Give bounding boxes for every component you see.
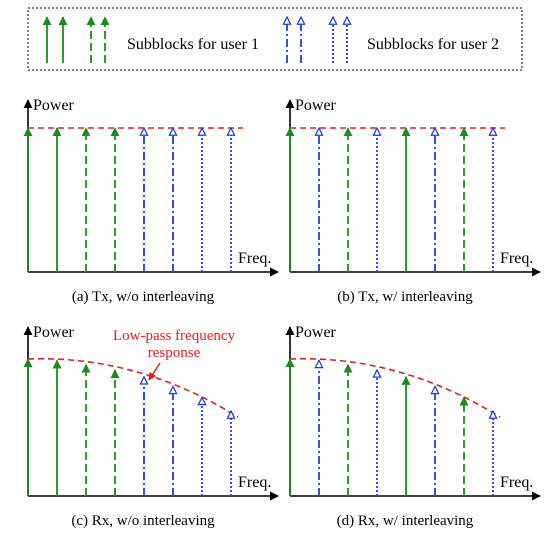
x-axis-label: Freq. xyxy=(238,250,271,267)
legend-icons xyxy=(42,16,347,63)
panel-caption: (c) Rx, w/o interleaving xyxy=(71,513,215,529)
panel-caption: (b) Tx, w/ interleaving xyxy=(337,289,473,305)
y-axis-label: Power xyxy=(33,97,75,114)
power-envelope xyxy=(27,357,239,418)
legend-box xyxy=(27,7,523,71)
panel-d: Power Freq. (d) Rx, w/ interleaving xyxy=(285,324,541,529)
panel-caption: (d) Rx, w/ interleaving xyxy=(337,513,474,529)
x-axis-label: Freq. xyxy=(500,474,533,491)
x-axis-label: Freq. xyxy=(500,250,533,267)
annotation-pointer xyxy=(148,362,161,381)
legend-user2-label: Subblocks for user 2 xyxy=(367,36,499,53)
legend-user1-label: Subblocks for user 1 xyxy=(127,36,259,53)
legend: Subblocks for user 1 Subblocks for user … xyxy=(27,7,523,71)
y-axis-label: Power xyxy=(295,324,337,341)
annotation-line1: Low-pass frequency xyxy=(113,328,236,344)
panel-c: Power Freq. (c) Rx, w/o interleaving xyxy=(23,324,279,529)
y-axis-label: Power xyxy=(33,324,75,341)
lowpass-annotation: Low-pass frequency response xyxy=(113,328,236,381)
y-axis-label: Power xyxy=(295,97,337,114)
annotation-line2: response xyxy=(148,345,201,361)
panel-a: Power Freq. (a) Tx, w/o interleaving xyxy=(23,97,279,305)
panels: Power Freq. (a) Tx, w/o interleaving Power F… xyxy=(23,97,541,529)
x-axis-label: Freq. xyxy=(238,474,271,491)
panel-caption: (a) Tx, w/o interleaving xyxy=(72,289,215,305)
panel-b: Power Freq. (b) Tx, w/ interleaving xyxy=(285,97,541,305)
power-envelope xyxy=(289,357,501,418)
